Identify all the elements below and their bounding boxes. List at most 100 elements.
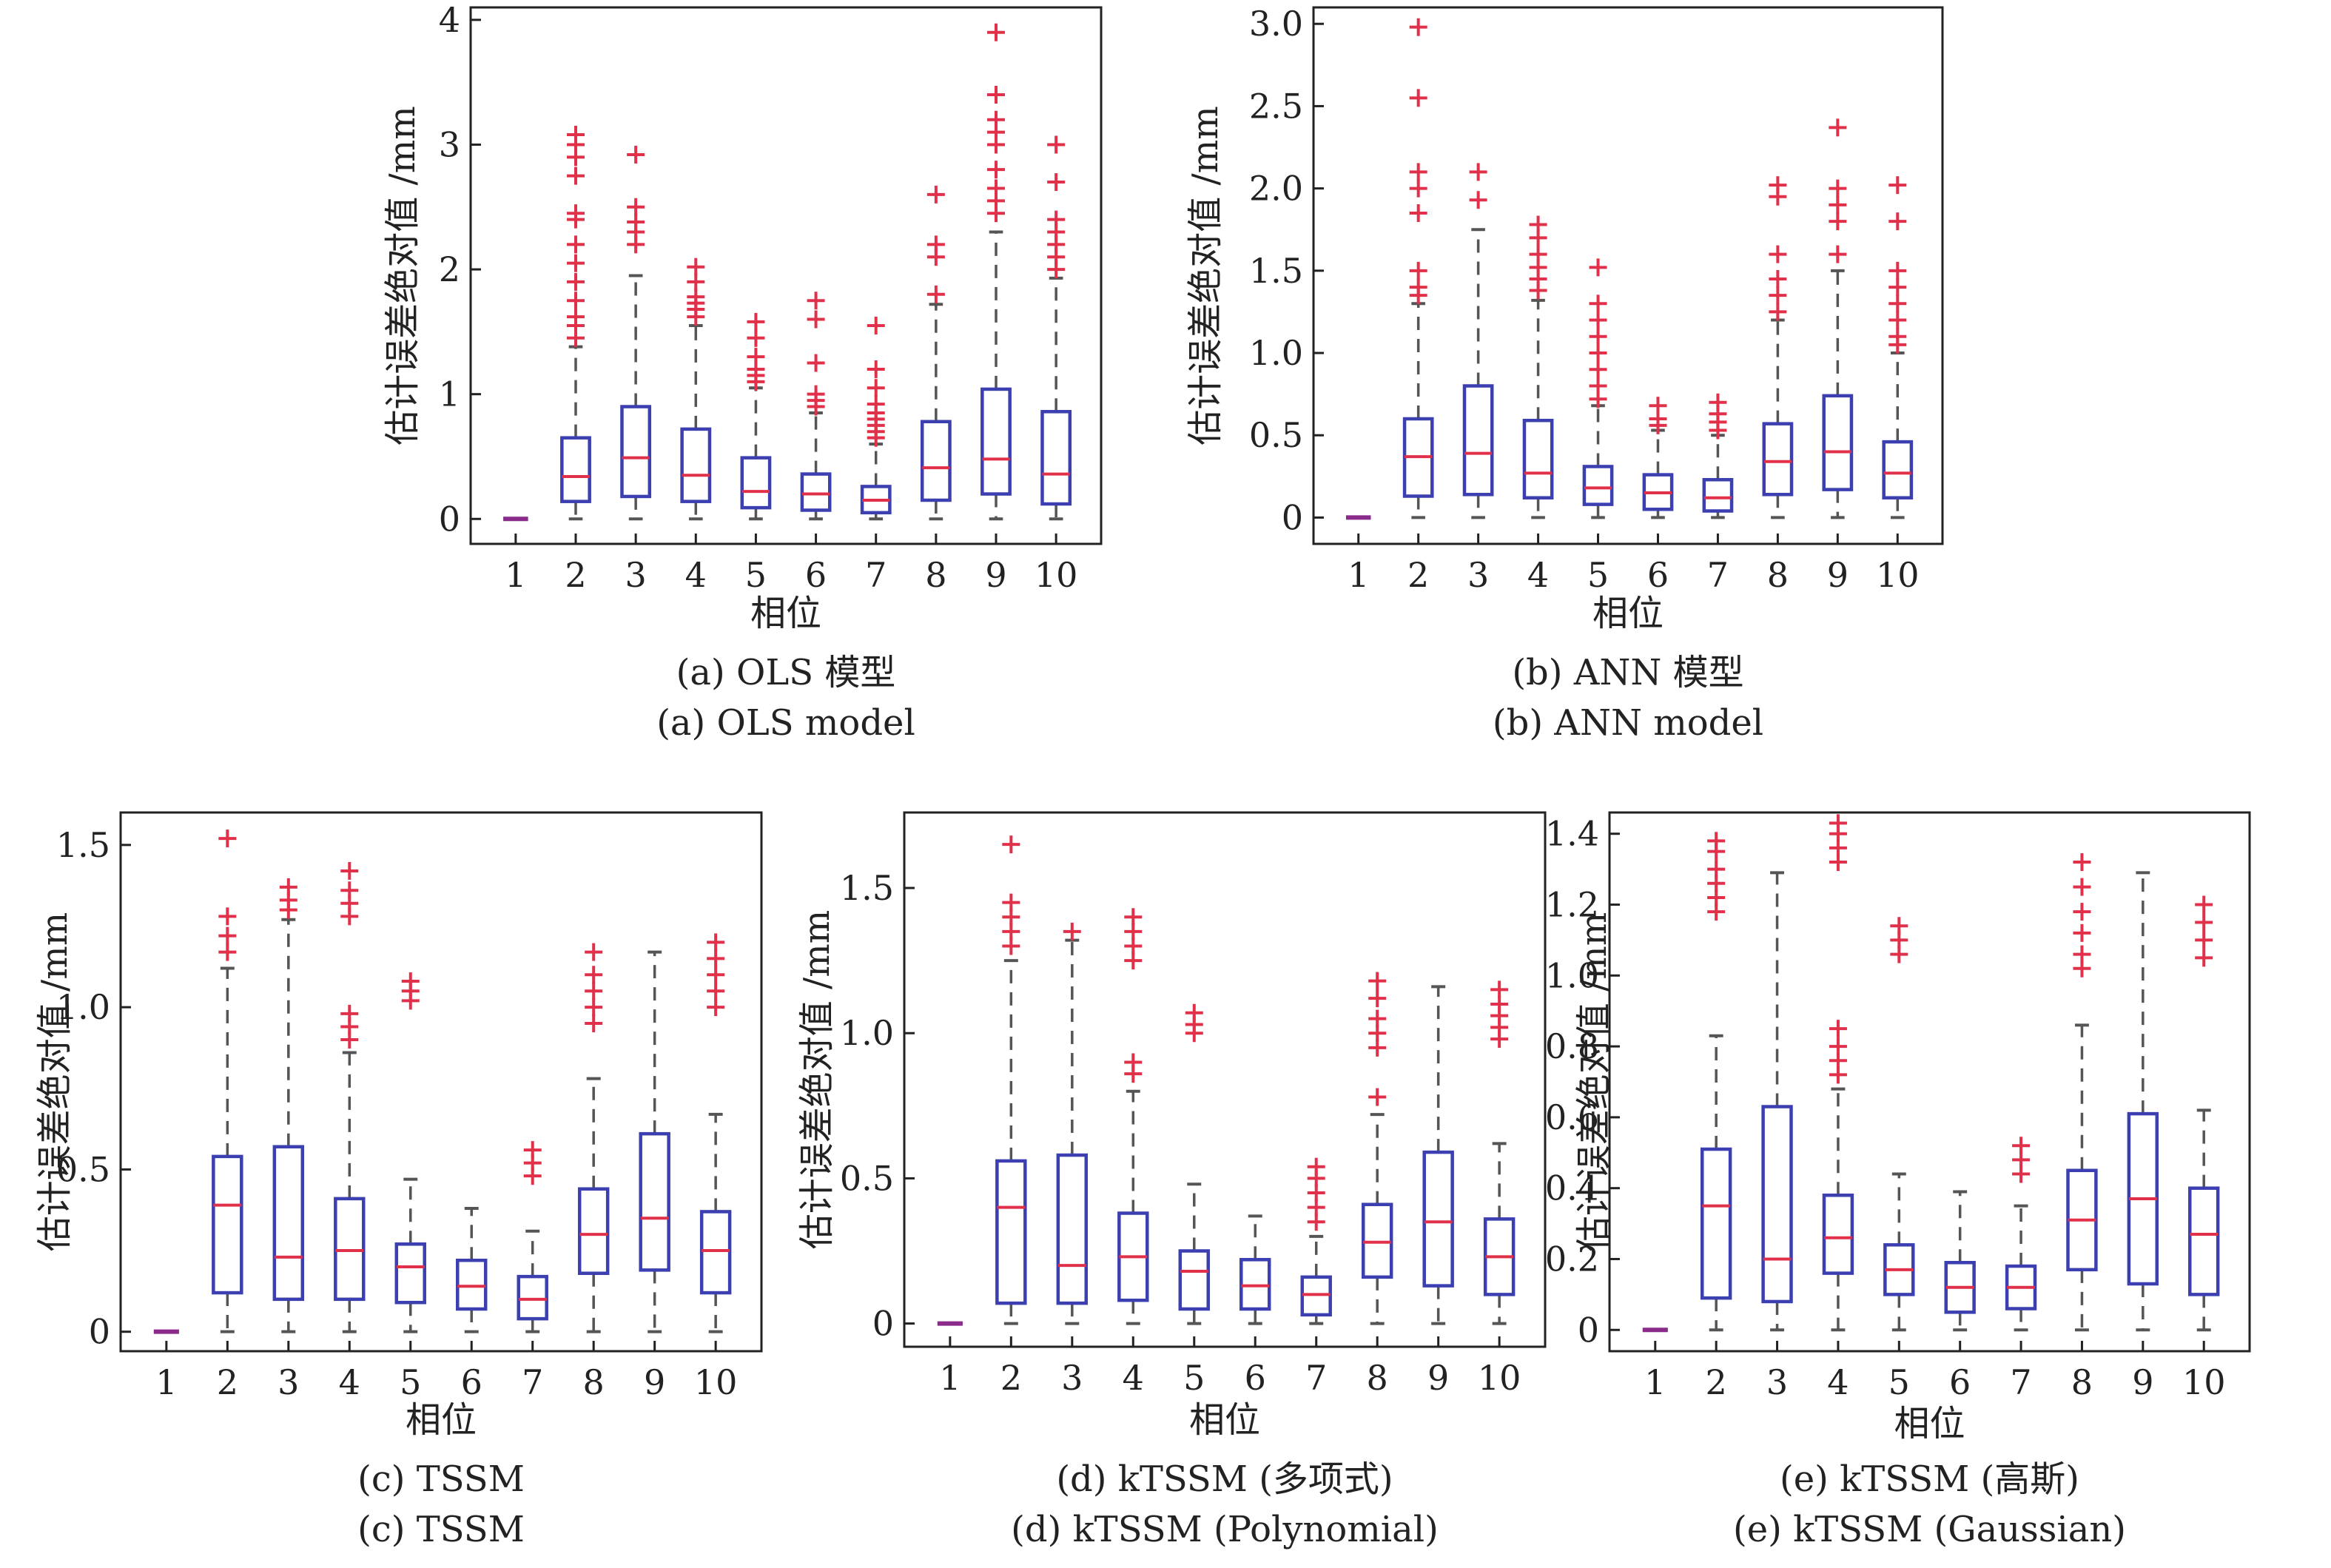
x-tick-label: 4: [1827, 1362, 1849, 1402]
outlier-marker: [2073, 903, 2091, 921]
outlier-marker: [1829, 1037, 1847, 1056]
outlier-marker: [1185, 1003, 1203, 1022]
outlier-marker: [567, 292, 585, 310]
x-tick-label: 6: [461, 1362, 482, 1402]
outlier-marker: [747, 329, 765, 347]
x-tick-label: 1: [1644, 1362, 1666, 1402]
outlier-marker: [1829, 212, 1847, 231]
outlier-marker: [1589, 360, 1607, 379]
x-tick-label: 5: [1888, 1362, 1910, 1402]
box-iqr: [1582, 465, 1614, 506]
outlier-marker: [567, 308, 585, 326]
outlier-marker: [585, 982, 603, 1000]
y-tick-label: 0.6: [1545, 1097, 1599, 1137]
outlier-marker: [867, 316, 885, 334]
outlier-marker: [1469, 163, 1487, 181]
outlier-marker: [1409, 261, 1427, 280]
outlier-marker: [218, 926, 237, 945]
box-phase-2: [1402, 18, 1434, 519]
box-phase-2: [560, 125, 591, 521]
outlier-marker: [585, 998, 603, 1017]
box-iqr: [1462, 384, 1494, 497]
box-phase-9: [980, 23, 1012, 521]
outlier-marker: [707, 998, 725, 1017]
x-tick-label: 8: [583, 1362, 605, 1402]
x-tick-label: 5: [1587, 555, 1609, 595]
x-axis-label: 相位: [1189, 1399, 1260, 1441]
outlier-marker: [747, 348, 765, 366]
x-tick-label: 7: [2010, 1362, 2031, 1402]
box-phase-7: [517, 1141, 548, 1333]
box-phase-3: [620, 145, 652, 521]
outlier-marker: [987, 161, 1005, 179]
x-tick-label: 10: [1876, 555, 1920, 595]
outlier-marker: [687, 288, 705, 306]
box-phase-5: [1883, 917, 1915, 1332]
outlier-marker: [1368, 989, 1387, 1008]
y-axis-label: 估计误差绝对值 /mm: [382, 106, 423, 445]
plot-frame: [903, 811, 1547, 1348]
chart-panel-4: 0 0.5 1.0 1.5 1 2 3 4 5 6 7 8 9 10 估计误差绝对值 /mm 相位 (d) kT…: [796, 811, 1547, 1550]
outlier-marker: [1063, 922, 1081, 941]
x-tick-label: 10: [2182, 1362, 2226, 1402]
x-tick-label: 2: [1706, 1362, 1727, 1402]
plot-frame: [119, 811, 763, 1353]
box-iqr: [456, 1258, 488, 1311]
outlier-marker: [1409, 163, 1427, 181]
box-phase-9: [2127, 871, 2159, 1332]
outlier-marker: [523, 1141, 542, 1160]
box-phase-8: [920, 185, 952, 521]
outlier-marker: [867, 395, 885, 414]
y-axis-label: 估计误差绝对值 /mm: [796, 910, 838, 1249]
x-tick-label: 9: [985, 555, 1006, 595]
box-phase-8: [1762, 176, 1794, 519]
box-iqr: [1178, 1249, 1210, 1311]
box-phase-7: [860, 316, 892, 521]
plot-frame: [469, 6, 1103, 545]
caption-english: (c) TSSM: [357, 1509, 525, 1550]
outlier-marker: [707, 982, 725, 1000]
x-tick-label: 7: [1305, 1358, 1327, 1398]
box-phase-10: [1882, 176, 1914, 519]
outlier-marker: [707, 949, 725, 968]
y-tick-label: 1.5: [56, 825, 110, 865]
x-tick-label: 9: [644, 1362, 665, 1402]
outlier-marker: [1888, 295, 1907, 313]
outlier-marker: [1589, 311, 1607, 329]
box-phase-6: [456, 1207, 488, 1333]
box-iqr: [620, 405, 652, 499]
box-iqr: [740, 456, 772, 510]
outlier-marker: [1047, 173, 1066, 192]
outlier-marker: [2073, 878, 2091, 896]
outlier-marker: [807, 354, 825, 372]
box-phase-2: [995, 835, 1027, 1325]
x-tick-label: 10: [1035, 555, 1078, 595]
box-iqr: [699, 1210, 732, 1295]
outlier-marker: [1649, 397, 1667, 415]
plot-frame: [1608, 811, 2251, 1353]
outlier-marker: [218, 830, 237, 848]
outlier-marker: [567, 204, 585, 223]
outlier-marker: [1888, 327, 1907, 346]
outlier-marker: [1890, 917, 1908, 935]
y-tick-label: 0: [1282, 497, 1303, 537]
outlier-marker: [687, 272, 705, 291]
outlier-marker: [1769, 245, 1787, 263]
y-tick-label: 1.4: [1545, 814, 1599, 854]
box-phase-3: [272, 878, 305, 1333]
outlier-marker: [1409, 179, 1427, 198]
x-tick-label: 6: [1647, 555, 1669, 595]
outlier-marker: [401, 972, 420, 991]
box-iqr: [1056, 1153, 1089, 1305]
caption-chinese: (e) kTSSM (高斯): [1780, 1458, 2079, 1500]
outlier-marker: [585, 1015, 603, 1033]
box-phase-4: [680, 258, 712, 521]
y-tick-label: 0: [1578, 1310, 1599, 1350]
outlier-marker: [1589, 327, 1607, 346]
box-iqr: [1702, 478, 1734, 513]
outlier-marker: [1589, 344, 1607, 363]
box-phase-2: [212, 830, 243, 1333]
box-iqr: [2188, 1186, 2220, 1296]
box-iqr: [212, 1154, 243, 1295]
box-phase-6: [800, 292, 832, 521]
